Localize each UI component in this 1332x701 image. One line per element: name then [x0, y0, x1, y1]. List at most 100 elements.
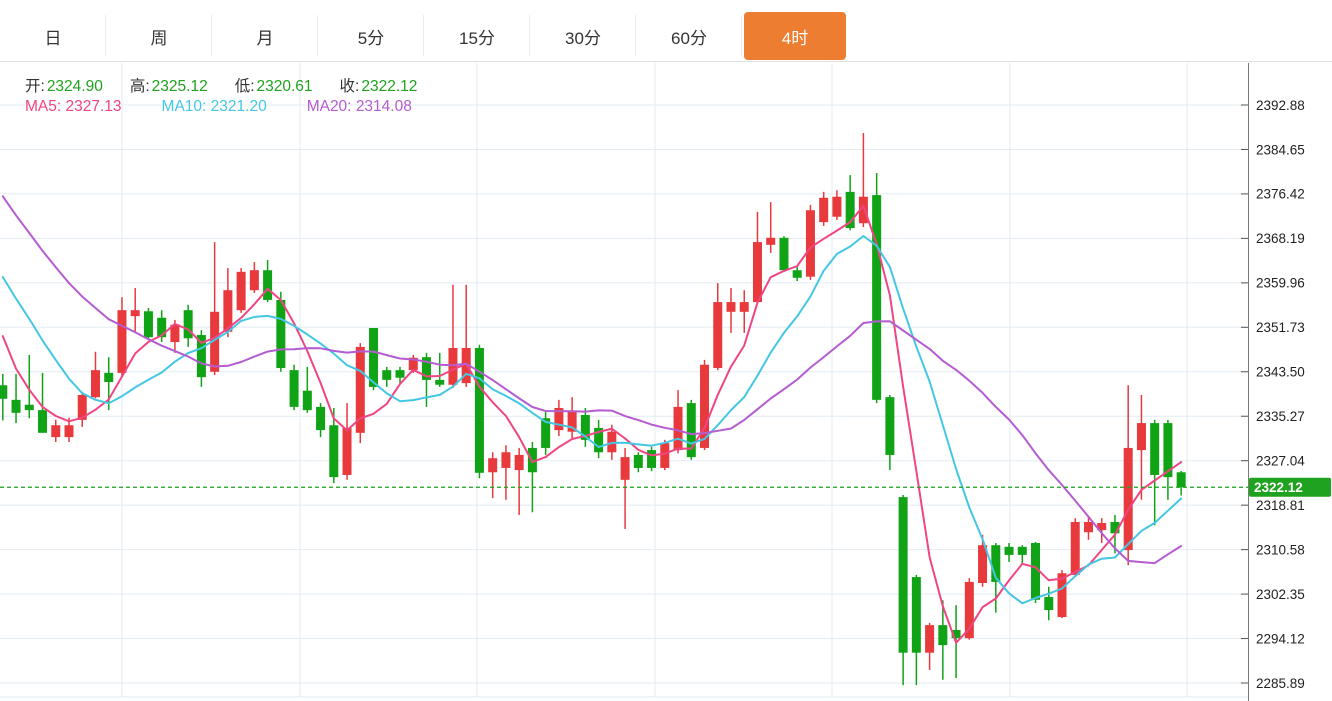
candle-body	[382, 370, 392, 380]
candle-body	[130, 310, 140, 317]
tab-5min[interactable]: 5分	[318, 0, 424, 61]
candle-body	[276, 299, 286, 368]
tab-5min-label: 5分	[357, 29, 385, 48]
candle-body	[210, 311, 220, 372]
current-price-tag	[1249, 477, 1331, 497]
tab-30min-label: 30分	[565, 29, 601, 48]
candle-body	[925, 625, 935, 653]
candle-body	[805, 210, 815, 277]
candle-body	[223, 290, 233, 332]
tab-month[interactable]: 月	[212, 0, 318, 61]
tab-week[interactable]: 周	[106, 0, 212, 61]
candle-body	[157, 317, 167, 338]
candle-body	[858, 196, 868, 224]
candle-body	[1150, 423, 1160, 475]
y-axis-label: 2285.89	[1256, 676, 1305, 691]
tab-4hour[interactable]: 4时	[742, 0, 848, 61]
candle-body	[792, 270, 802, 278]
candle-body	[766, 237, 776, 245]
candle-body	[421, 357, 431, 380]
candle-body	[673, 406, 683, 451]
candle-body	[594, 427, 604, 453]
candle-body	[249, 270, 259, 291]
candle-body	[911, 577, 921, 653]
ma5-line	[1, 204, 1183, 644]
candle-body	[1083, 521, 1093, 533]
candle-body	[739, 302, 749, 312]
interval-tab-bar: 日 周 月 5分 15分 30分 60分 4时	[0, 0, 1332, 62]
candle-body	[369, 328, 379, 387]
candlestick-chart[interactable]: 2392.88 2384.65 2376.42 2368.19 2359.96 2351.…	[0, 62, 1332, 701]
candle-body	[964, 581, 974, 639]
candle-body	[819, 197, 829, 223]
candle-body	[1017, 546, 1027, 555]
candle-body	[64, 425, 74, 438]
candle-body	[11, 399, 21, 413]
candle-body	[355, 346, 365, 433]
candle-body	[647, 450, 657, 468]
candle-body	[1123, 447, 1133, 551]
current-price-tag-value: 2322.12	[1254, 480, 1303, 495]
candle-body	[395, 370, 405, 378]
y-axis-label: 2318.81	[1256, 498, 1305, 513]
candle-body	[143, 311, 153, 338]
y-axis-label: 2384.65	[1256, 142, 1305, 157]
candle-body	[580, 414, 590, 440]
tab-15min[interactable]: 15分	[424, 0, 530, 61]
candle-body	[1110, 521, 1120, 534]
candle-body	[1031, 543, 1041, 600]
candle-body	[1163, 423, 1173, 478]
ma20-line	[1, 195, 1183, 565]
tab-4hour-label: 4时	[744, 12, 846, 60]
candle-body	[289, 370, 299, 407]
candle-body	[713, 302, 723, 368]
candle-body	[1044, 597, 1054, 611]
candle-body	[263, 270, 273, 300]
tab-30min[interactable]: 30分	[530, 0, 636, 61]
tab-60min-label: 60分	[671, 29, 707, 48]
candle-body	[898, 497, 908, 653]
candle-body	[316, 406, 326, 431]
candle-body	[1057, 573, 1067, 618]
candle-body	[541, 418, 551, 448]
y-axis-label: 2376.42	[1256, 187, 1305, 202]
tab-day[interactable]: 日	[0, 0, 106, 61]
candle-body	[832, 196, 842, 217]
y-axis-label: 2302.35	[1256, 587, 1305, 602]
y-axis-label: 2359.96	[1256, 276, 1305, 291]
tab-60min[interactable]: 60分	[636, 0, 742, 61]
tab-month-label: 月	[256, 29, 274, 48]
tab-week-label: 周	[150, 29, 168, 48]
candle-body	[117, 310, 127, 373]
ma10-line	[1, 235, 1183, 605]
candle-body	[633, 454, 643, 468]
candle-body	[845, 191, 855, 229]
tab-day-label: 日	[44, 29, 62, 48]
tab-15min-label: 15分	[459, 29, 495, 48]
candle-body	[408, 357, 418, 371]
candle-body	[1136, 423, 1146, 451]
candle-body	[726, 302, 736, 312]
candle-body	[1004, 546, 1014, 555]
candle-body	[991, 545, 1001, 582]
candle-body	[170, 324, 180, 343]
candle-body	[24, 404, 34, 411]
candle-body	[872, 195, 882, 400]
y-axis-label: 2335.27	[1256, 409, 1305, 424]
candle-body	[1176, 472, 1186, 488]
y-axis-label: 2368.19	[1256, 231, 1305, 246]
candle-body	[567, 411, 577, 432]
candle-body	[196, 335, 206, 378]
candle-body	[435, 379, 445, 385]
candle-body	[660, 443, 670, 468]
candle-body	[938, 625, 948, 646]
candle-body	[183, 310, 193, 339]
candle-body	[501, 452, 511, 468]
candle-body	[514, 454, 524, 471]
candle-body	[0, 385, 8, 399]
y-axis-label: 2351.73	[1256, 320, 1305, 335]
candle-body	[488, 458, 498, 473]
candle-body	[700, 364, 710, 448]
candle-body	[752, 242, 762, 303]
